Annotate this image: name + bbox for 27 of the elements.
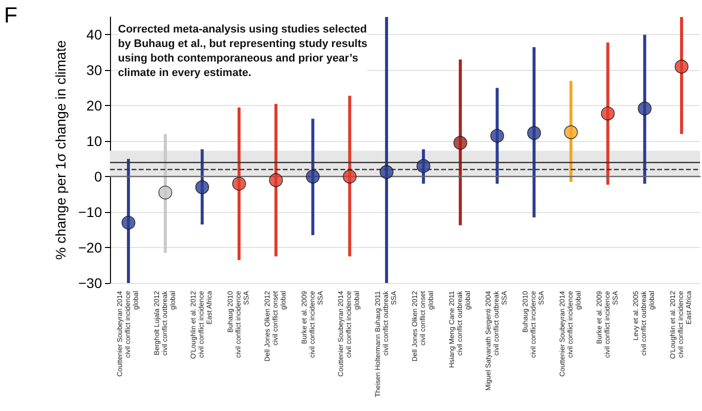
point <box>600 106 615 120</box>
point <box>232 176 246 191</box>
point <box>269 173 283 188</box>
point <box>195 180 210 194</box>
y-tick-label: 20 <box>86 98 102 114</box>
point <box>527 126 541 140</box>
y-tick-label: 0 <box>94 168 102 185</box>
point <box>122 216 136 230</box>
y-tick-label: −10 <box>78 204 102 220</box>
y-tick-label: −20 <box>78 240 102 256</box>
point <box>453 136 468 150</box>
annotation: Corrected meta-analysis using studies selected by Buhaug et al., but representing study results using both contemporaneous and prior year’s climate in every estimate. <box>118 23 368 79</box>
y-tick-label: −30 <box>78 275 102 291</box>
point <box>564 125 578 140</box>
point <box>416 159 430 173</box>
point <box>674 60 688 74</box>
y-tick-label: 30 <box>86 62 102 78</box>
point <box>158 186 172 200</box>
point <box>380 165 394 179</box>
y-tick-label: 10 <box>86 133 102 150</box>
point <box>490 128 504 143</box>
point <box>638 102 652 116</box>
point <box>342 170 357 184</box>
point <box>306 170 320 184</box>
y-axis-title: % change per 1σ change in climate <box>52 40 68 260</box>
y-tick-label: 40 <box>86 26 102 43</box>
text: F <box>4 2 18 28</box>
